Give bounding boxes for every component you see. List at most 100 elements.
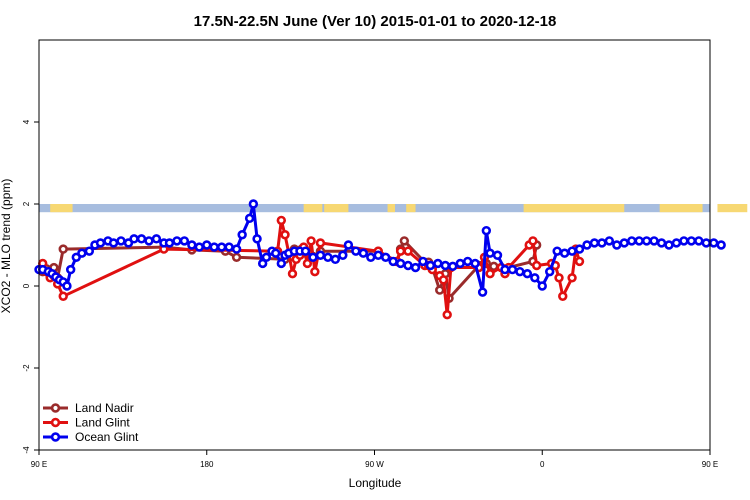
y-tick-label: 0	[22, 283, 31, 288]
legend-label: Land Glint	[75, 416, 130, 430]
data-point	[619, 238, 629, 248]
data-point	[194, 242, 204, 252]
data-point	[395, 246, 406, 256]
data-point	[425, 260, 436, 271]
y-axis: -4 -2 0 2 4	[22, 119, 39, 454]
data-point	[574, 256, 585, 267]
data-point	[395, 258, 406, 269]
data-point	[308, 252, 318, 262]
data-point	[129, 234, 139, 244]
data-point	[84, 246, 95, 256]
data-point	[537, 281, 547, 291]
data-point	[455, 258, 465, 269]
data-point	[552, 246, 562, 256]
data-point	[448, 261, 458, 272]
data-point	[302, 258, 313, 269]
data-point	[477, 287, 488, 297]
series-line	[41, 218, 581, 317]
data-point	[151, 234, 162, 244]
data-point	[438, 275, 449, 285]
data-point	[641, 236, 652, 246]
data-point	[224, 242, 234, 252]
plot-frame	[38, 39, 711, 451]
data-point	[231, 252, 242, 262]
data-point	[287, 269, 298, 279]
land-segment	[523, 204, 625, 213]
data-point	[388, 256, 398, 267]
data-point	[530, 273, 540, 283]
data-point	[567, 273, 577, 283]
data-point	[77, 248, 87, 258]
land-segment	[406, 204, 416, 213]
data-point	[187, 240, 197, 250]
data-point	[179, 236, 190, 246]
data-point	[686, 236, 697, 246]
data-point	[65, 264, 76, 275]
land-segment	[303, 204, 323, 213]
data-point	[597, 238, 607, 248]
data-point	[522, 269, 533, 279]
data-point	[231, 244, 242, 254]
data-point	[418, 256, 428, 267]
data-point	[694, 236, 704, 246]
legend-marker	[50, 403, 61, 413]
data-point	[276, 258, 287, 269]
data-point	[280, 230, 290, 240]
data-point	[403, 260, 413, 271]
data-point	[351, 246, 361, 256]
data-point	[410, 262, 421, 273]
data-point	[435, 285, 445, 295]
x-tick-label: 90 E	[31, 460, 47, 469]
data-point	[172, 236, 182, 246]
series-layer	[34, 199, 726, 320]
data-point	[271, 248, 281, 258]
data-point	[716, 240, 726, 250]
data-point	[574, 244, 585, 254]
x-tick-label: 90 E	[702, 460, 718, 469]
data-point	[202, 240, 212, 250]
data-point	[485, 269, 495, 279]
data-point	[567, 246, 577, 256]
data-point	[604, 236, 615, 246]
data-point	[554, 273, 564, 283]
data-point	[116, 236, 126, 246]
data-point	[209, 242, 219, 252]
land-mask-band	[39, 204, 748, 213]
data-point	[248, 199, 259, 209]
x-tick-label: 0	[540, 460, 545, 469]
data-point	[144, 236, 154, 246]
data-point	[507, 264, 518, 275]
data-point	[558, 291, 568, 301]
data-point	[306, 236, 316, 246]
x-tick-label: 90 W	[365, 460, 384, 469]
data-point	[492, 250, 503, 260]
data-point	[315, 238, 326, 248]
data-point	[589, 238, 600, 248]
data-point	[380, 252, 391, 262]
legend-marker	[50, 432, 61, 442]
data-point	[276, 215, 287, 226]
data-point	[58, 291, 68, 301]
land-segment	[717, 204, 748, 213]
data-point	[330, 254, 341, 265]
data-point	[545, 266, 555, 277]
ocean-band	[39, 204, 710, 213]
series-ocean-glint	[34, 199, 726, 297]
data-point	[440, 260, 451, 271]
data-point	[366, 252, 376, 262]
data-point	[701, 238, 711, 248]
data-point	[634, 236, 644, 246]
y-tick-label: -4	[22, 446, 31, 454]
land-segment	[387, 204, 396, 213]
data-point	[481, 225, 492, 236]
legend-label: Ocean Glint	[75, 430, 139, 444]
legend-marker	[50, 417, 61, 428]
x-axis: 90 E 180 90 W 0 90 E	[31, 450, 718, 469]
data-point	[649, 236, 659, 246]
land-segment	[324, 204, 349, 213]
y-tick-label: -2	[22, 364, 31, 372]
data-point	[559, 248, 570, 258]
x-axis-label: Longitude	[349, 476, 402, 490]
land-segment	[50, 204, 73, 213]
data-point	[343, 240, 354, 250]
